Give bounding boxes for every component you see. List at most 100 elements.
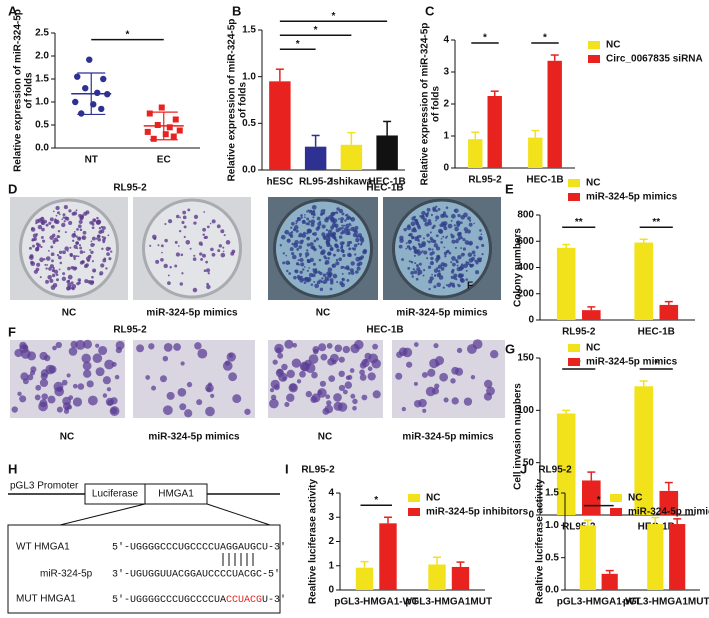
colony [160,244,164,248]
colony [304,251,310,257]
colony [320,250,325,256]
colony [303,266,306,268]
colony [82,230,87,235]
colony [453,209,457,212]
colony [348,247,352,251]
y-axis-label: of folds [24,72,35,109]
colony [415,239,417,242]
colony [335,228,340,233]
colony [160,257,164,262]
image-label: NC [62,308,76,319]
colony [91,221,94,224]
colony [67,250,69,252]
y-axis-label: of folds [238,82,249,119]
colony [466,261,470,266]
colony [342,253,346,258]
colony [216,224,221,229]
colony [317,270,321,274]
x-tick-label: RL95-2 [468,175,502,186]
cell [401,406,406,412]
colony [225,240,231,245]
colony [298,245,303,249]
point [166,124,173,131]
cell [305,363,316,374]
cell [286,369,295,379]
y-tick-label: 0.5 [35,120,49,131]
y-tick-label: 1 [328,560,334,571]
colony [33,269,38,274]
colony [401,258,405,261]
colony [342,266,345,268]
colony [456,221,459,224]
colony [295,219,299,223]
colony [90,250,94,254]
y-tick-label: 0 [443,163,449,174]
colony [309,242,314,247]
colony [322,212,325,215]
cell [104,359,115,370]
colony [217,249,221,253]
colony [192,287,198,293]
colony [31,227,34,230]
cell [48,365,57,374]
x-tick-label: pGL3-HMGA1MUT [405,597,492,608]
colony [465,269,468,272]
cell [338,384,346,392]
cell [344,381,353,389]
colony [223,234,226,237]
colony [182,215,187,220]
cell [402,347,413,358]
colony [318,220,322,223]
colony [442,211,446,215]
colony [312,209,316,213]
cell [136,344,145,353]
colony [299,257,304,263]
cell [22,378,29,385]
cell [61,379,68,386]
colony [415,221,419,226]
colony [354,253,357,256]
cell [443,397,449,403]
cell [56,406,63,413]
colony [45,267,48,270]
y-tick-label: 0.5 [242,118,256,129]
colony [103,257,107,261]
zoom-line [59,503,146,526]
colony [318,244,321,248]
bar [669,524,686,590]
colony [329,247,334,252]
cell [115,340,125,350]
cell [68,347,78,356]
colony [183,235,186,239]
colony [453,224,456,227]
colony [435,257,440,262]
colony [444,255,447,258]
colony [35,233,39,236]
cell [107,399,114,406]
legend-swatch [408,508,420,516]
colony [445,215,449,218]
colony [222,246,225,249]
cell [110,407,118,415]
cell [184,409,193,418]
colony [426,257,429,260]
colony [199,252,203,256]
colony [431,251,435,255]
colony [414,262,417,265]
cell [326,343,333,349]
colony [67,274,73,280]
colony [78,219,83,224]
legend-swatch [610,494,622,502]
cell [269,387,275,393]
significance-label: * [126,29,130,40]
colony [300,216,303,219]
cell [484,379,493,389]
cell [439,372,449,382]
colony [192,257,197,261]
colony [76,228,79,231]
y-tick-label: 0 [528,510,534,521]
row-label: MUT HMGA1 [16,594,76,605]
y-tick-label: 1.0 [242,71,256,82]
colony [341,212,345,216]
bar [528,137,543,168]
